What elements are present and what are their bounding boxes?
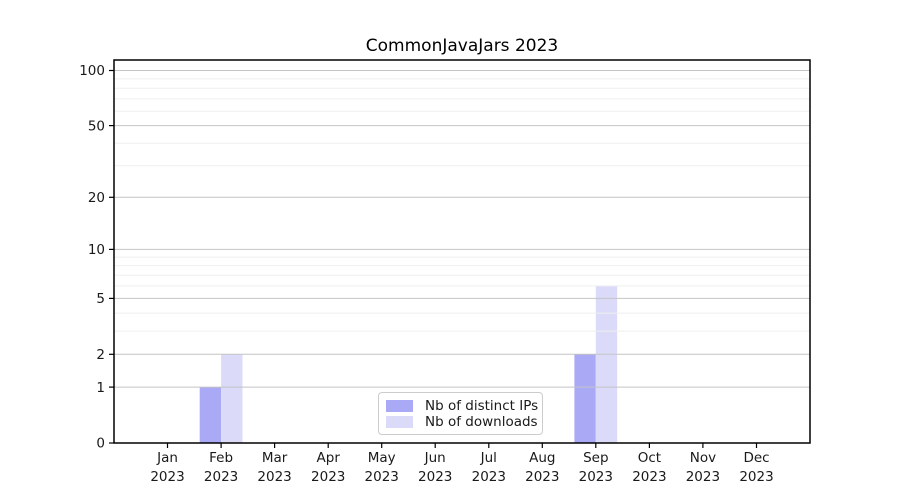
legend-label-distinct-ips: Nb of distinct IPs (425, 397, 539, 414)
x-tick-label-month: May (368, 450, 396, 466)
x-tick-label-month: Dec (743, 450, 769, 466)
legend-swatch-downloads (386, 415, 413, 428)
x-tick-label-year: 2023 (418, 469, 452, 485)
x-tick-label-month: Feb (209, 450, 233, 466)
bar-nb-of-downloads-sep (595, 285, 618, 443)
x-tick-label-year: 2023 (204, 469, 238, 485)
y-tick-label: 20 (88, 190, 105, 206)
plot-frame (113, 59, 811, 444)
bar-nb-of-distinct-ips-feb (199, 387, 222, 443)
x-tick-label-year: 2023 (579, 469, 613, 485)
y-tick-label: 100 (79, 63, 105, 79)
x-tick-label-month: Jan (156, 450, 178, 466)
legend-row-distinct-ips: Nb of distinct IPs (386, 398, 538, 414)
y-tick-label: 50 (88, 118, 105, 134)
x-tick-label-month: Mar (262, 450, 288, 466)
x-tick-label-month: Aug (529, 450, 555, 466)
legend-row-downloads: Nb of downloads (386, 414, 538, 430)
x-tick-label-year: 2023 (365, 469, 399, 485)
x-tick-label-month: Jul (480, 450, 497, 466)
x-tick-label-year: 2023 (257, 469, 291, 485)
x-tick-label-year: 2023 (311, 469, 345, 485)
y-axis-group: 0 1 2 5 10 20 50 100 (79, 63, 114, 452)
x-tick-label-year: 2023 (525, 469, 559, 485)
chart-title: CommonJavaJars 2023 (365, 36, 559, 56)
bars-group (199, 285, 618, 443)
y-tick-label: 1 (96, 380, 105, 396)
x-tick-label-year: 2023 (472, 469, 506, 485)
y-tick-label: 5 (96, 291, 105, 307)
bar-nb-of-downloads-feb (221, 354, 243, 443)
x-axis-group: Jan 2023 Feb 2023 Mar 2023 Apr 2023 May 2023 Jun 20… (150, 443, 774, 485)
legend-swatch-distinct-ips (386, 399, 413, 412)
x-tick-label-year: 2023 (739, 469, 773, 485)
x-tick-label-year: 2023 (632, 469, 666, 485)
x-tick-label-month: Apr (317, 450, 341, 466)
legend-label-downloads: Nb of downloads (425, 413, 538, 430)
x-tick-label-year: 2023 (150, 469, 184, 485)
y-tick-label: 0 (96, 436, 105, 452)
x-tick-label-month: Nov (690, 450, 716, 466)
y-tick-label: 2 (96, 347, 105, 363)
x-tick-label-month: Sep (583, 450, 608, 466)
x-tick-label-month: Oct (638, 450, 661, 466)
y-tick-label: 10 (88, 242, 105, 258)
gridlines-group (114, 70, 810, 388)
chart-legend: Nb of distinct IPs Nb of downloads (378, 392, 543, 435)
x-tick-label-year: 2023 (686, 469, 720, 485)
x-tick-label-month: Jun (424, 450, 446, 466)
bar-nb-of-distinct-ips-sep (574, 354, 596, 443)
